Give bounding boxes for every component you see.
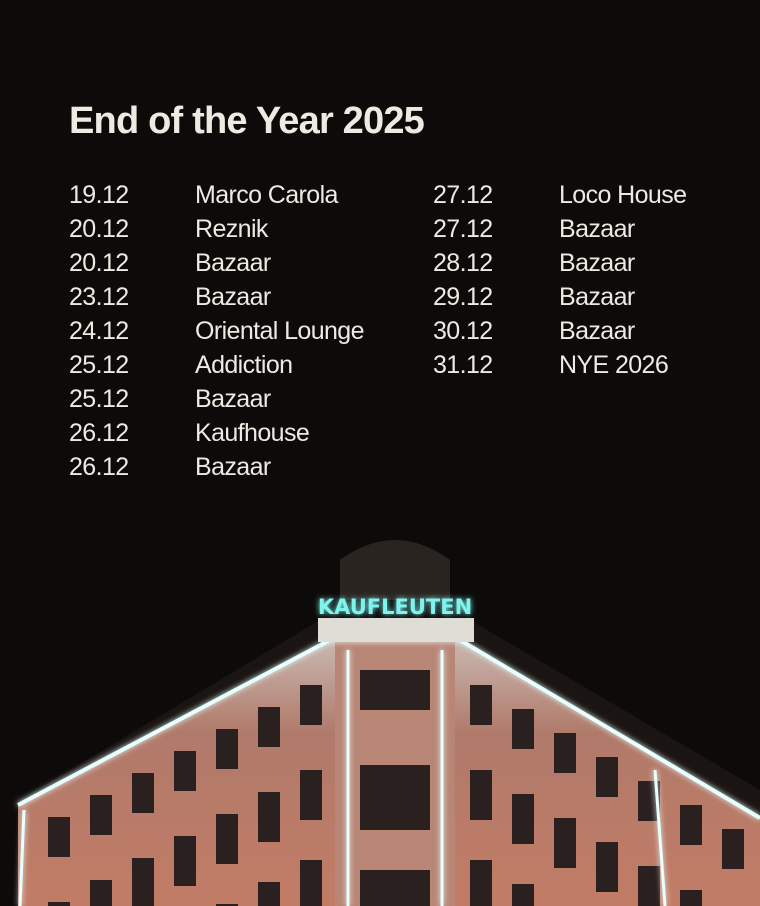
- window: [48, 817, 70, 857]
- event-date: 26.12: [69, 453, 129, 481]
- event-name: Bazaar: [195, 453, 271, 481]
- window: [680, 805, 702, 845]
- event-date: 19.12: [69, 181, 129, 209]
- event-date: 26.12: [69, 419, 129, 447]
- window: [174, 836, 196, 886]
- event-date: 23.12: [69, 283, 129, 311]
- event-date: 28.12: [433, 249, 493, 277]
- event-name: Bazaar: [195, 385, 271, 413]
- window: [360, 765, 430, 830]
- event-date: 30.12: [433, 317, 493, 345]
- window: [258, 792, 280, 842]
- window: [132, 773, 154, 813]
- event-name: Addiction: [195, 351, 293, 379]
- event-date: 27.12: [433, 215, 493, 243]
- event-name: Bazaar: [195, 249, 271, 277]
- window: [638, 866, 660, 906]
- window: [512, 709, 534, 749]
- sign-base: [318, 618, 474, 642]
- window: [300, 685, 322, 725]
- event-name: Kaufhouse: [195, 419, 310, 447]
- window: [554, 818, 576, 868]
- event-name: Reznik: [195, 215, 268, 243]
- window: [258, 707, 280, 747]
- building-photo: KAUFLEUTEN: [17, 540, 760, 906]
- window: [216, 814, 238, 864]
- event-name: Bazaar: [559, 249, 635, 277]
- window: [132, 858, 154, 906]
- window: [512, 794, 534, 844]
- poster-title: End of the Year 2025: [69, 100, 425, 142]
- window: [48, 902, 70, 906]
- window: [596, 842, 618, 892]
- event-date: 24.12: [69, 317, 129, 345]
- event-name: Bazaar: [195, 283, 271, 311]
- window: [512, 884, 534, 906]
- window: [722, 829, 744, 869]
- window: [300, 860, 322, 906]
- window: [638, 781, 660, 821]
- event-date: 20.12: [69, 215, 129, 243]
- event-name: NYE 2026: [559, 351, 669, 379]
- window: [470, 770, 492, 820]
- event-date: 25.12: [69, 351, 129, 379]
- window: [596, 757, 618, 797]
- cornice-lights: [17, 638, 760, 906]
- window: [360, 870, 430, 906]
- window: [554, 733, 576, 773]
- window: [90, 795, 112, 835]
- window: [216, 729, 238, 769]
- windows: [48, 670, 744, 906]
- event-name: Loco House: [559, 181, 687, 209]
- kaufleuten-sign: KAUFLEUTEN: [318, 595, 472, 619]
- window: [470, 860, 492, 906]
- event-date: 25.12: [69, 385, 129, 413]
- event-name: Bazaar: [559, 215, 635, 243]
- window: [216, 904, 238, 906]
- window: [360, 670, 430, 710]
- window: [174, 751, 196, 791]
- event-name: Bazaar: [559, 283, 635, 311]
- window: [300, 770, 322, 820]
- event-date: 29.12: [433, 283, 493, 311]
- event-date: 31.12: [433, 351, 493, 379]
- event-name: Oriental Lounge: [195, 317, 365, 345]
- window: [90, 880, 112, 906]
- window: [258, 882, 280, 906]
- event-name: Marco Carola: [195, 181, 338, 209]
- window: [680, 890, 702, 906]
- event-name: Bazaar: [559, 317, 635, 345]
- event-date: 20.12: [69, 249, 129, 277]
- window: [470, 685, 492, 725]
- event-date: 27.12: [433, 181, 493, 209]
